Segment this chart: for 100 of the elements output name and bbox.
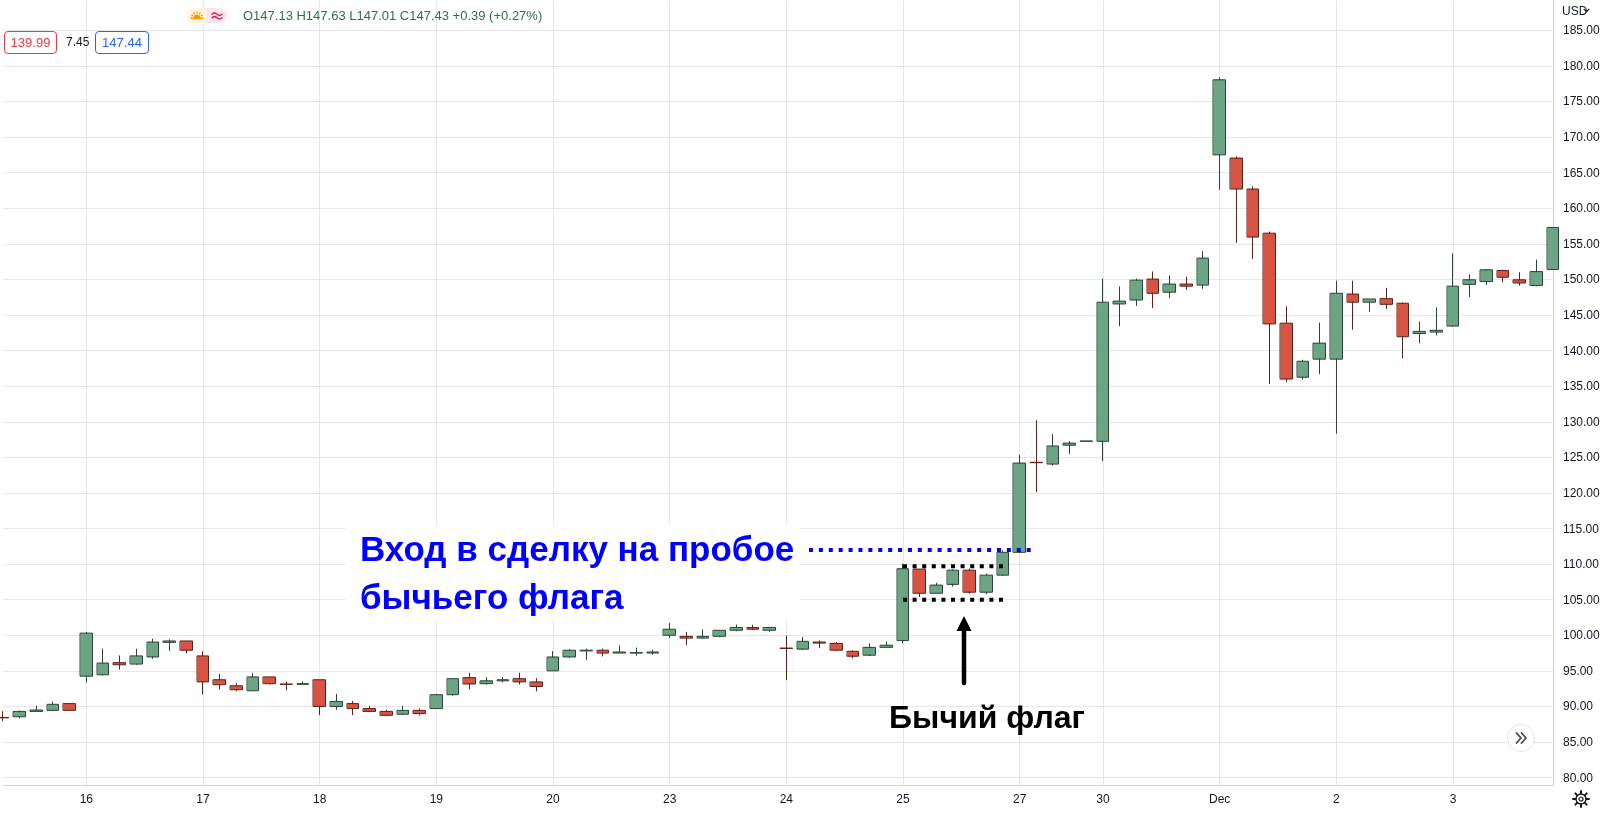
x-tick-label: 25 [896,792,910,807]
y-tick-label: 105.00 [1563,592,1601,607]
candlestick [547,651,559,672]
candlestick [530,678,543,692]
candlestick [663,623,676,638]
y-tick-label: 125.00 [1563,450,1601,465]
y-tick-label: 140.00 [1563,343,1601,358]
candlestick [913,568,926,597]
candlestick [747,624,759,631]
candlestick [1530,259,1543,287]
candlestick [1297,359,1309,380]
candlestick [213,673,226,690]
ref-line-label: Вход в сделку на пробое бычьего флага [345,524,800,621]
y-tick-label: 185.00 [1563,23,1601,38]
candlestick [813,640,826,648]
y-tick-label: 155.00 [1563,236,1601,251]
candlestick [1247,186,1259,259]
x-tick-label: 23 [662,792,677,807]
candlestick [1047,434,1059,466]
candlestick [580,648,593,660]
x-tick-label: Dec [1208,792,1231,807]
candlestick [363,705,376,713]
candlestick [1430,307,1443,336]
x-tick-label: 2 [1332,792,1340,807]
y-tick-label: 175.00 [1563,94,1601,109]
candlestick [730,624,743,632]
y-tick-label: 180.00 [1563,58,1601,73]
candlestick [1180,276,1193,290]
candlestick [897,563,909,644]
candlestick [497,677,509,683]
candlestick [1147,271,1159,309]
candlestick [447,678,459,696]
candlestick [413,708,426,716]
y-tick-label: 85.00 [1563,735,1594,750]
candlestick [347,700,359,716]
candlestick [563,649,576,658]
x-tick-label: 19 [429,792,444,807]
candlestick [1097,278,1109,462]
y-tick-label: 165.00 [1563,165,1601,180]
x-tick-label: 20 [546,792,560,807]
candlestick [1230,156,1243,243]
candlestick [880,641,893,648]
candlestick [713,629,726,638]
y-tick-label: 90.00 [1563,699,1594,714]
candlestick [297,681,309,685]
candlestick [597,648,609,657]
candlestick [1063,441,1076,454]
x-tick-label: 24 [779,792,794,807]
x-tick-label: 30 [1096,792,1110,807]
candlestick [947,569,959,587]
y-tick-label: 95.00 [1563,663,1594,678]
candlestick [830,641,843,652]
candlestick [163,639,176,652]
candlestick [963,568,976,594]
candlestick [697,629,709,639]
candlestick [980,573,993,595]
y-tick-label: 160.00 [1563,201,1601,216]
candlestick [1197,251,1209,289]
candlestick [313,679,326,716]
candlestick [1163,275,1176,299]
candlestick [1313,322,1326,375]
candlestick [47,701,59,712]
candlestick [1213,77,1226,190]
candlestick [1013,454,1026,554]
candlestick [1280,306,1293,383]
y-tick-label: 80.00 [1563,770,1594,785]
candlestick [480,677,493,685]
annotation: Бычий флаг [889,697,1085,737]
y-tick-label: 145.00 [1563,308,1601,322]
candlestick [397,705,409,716]
y-tick-label: 100.00 [1563,628,1601,643]
candlestick [680,631,693,646]
candlestick [280,681,293,691]
x-tick-label: 17 [196,792,210,807]
candlestick [97,648,109,676]
candlestick [613,645,626,654]
y-tick-label: 115.00 [1563,521,1600,536]
candlestick [513,672,526,685]
candlestick [230,683,243,692]
y-axis-title: USD [1562,3,1588,19]
candlestick [1447,253,1459,327]
y-tick-label: 170.00 [1563,130,1601,145]
candlestick [630,647,643,656]
candlestick [1463,274,1476,297]
annotation: 147.44 [95,31,149,54]
candlestick [147,638,159,659]
annotation: O147.13 H147.63 L147.01 C147.43 +0.39 (+0.27%) [243,7,543,25]
candlestick [463,672,476,690]
candlestick [380,709,393,717]
candlestick [1030,420,1043,492]
y-tick-label: 150.00 [1563,272,1601,287]
y-tick-label: 120.00 [1563,485,1601,500]
candlestick [13,710,26,719]
x-tick-label: 3 [1449,792,1457,807]
candlestick [1363,298,1376,312]
candlestick [797,636,809,650]
candlestick [197,651,209,695]
candlestick [1497,269,1509,283]
candlestick [130,648,143,665]
x-tick-label: 18 [312,792,327,807]
